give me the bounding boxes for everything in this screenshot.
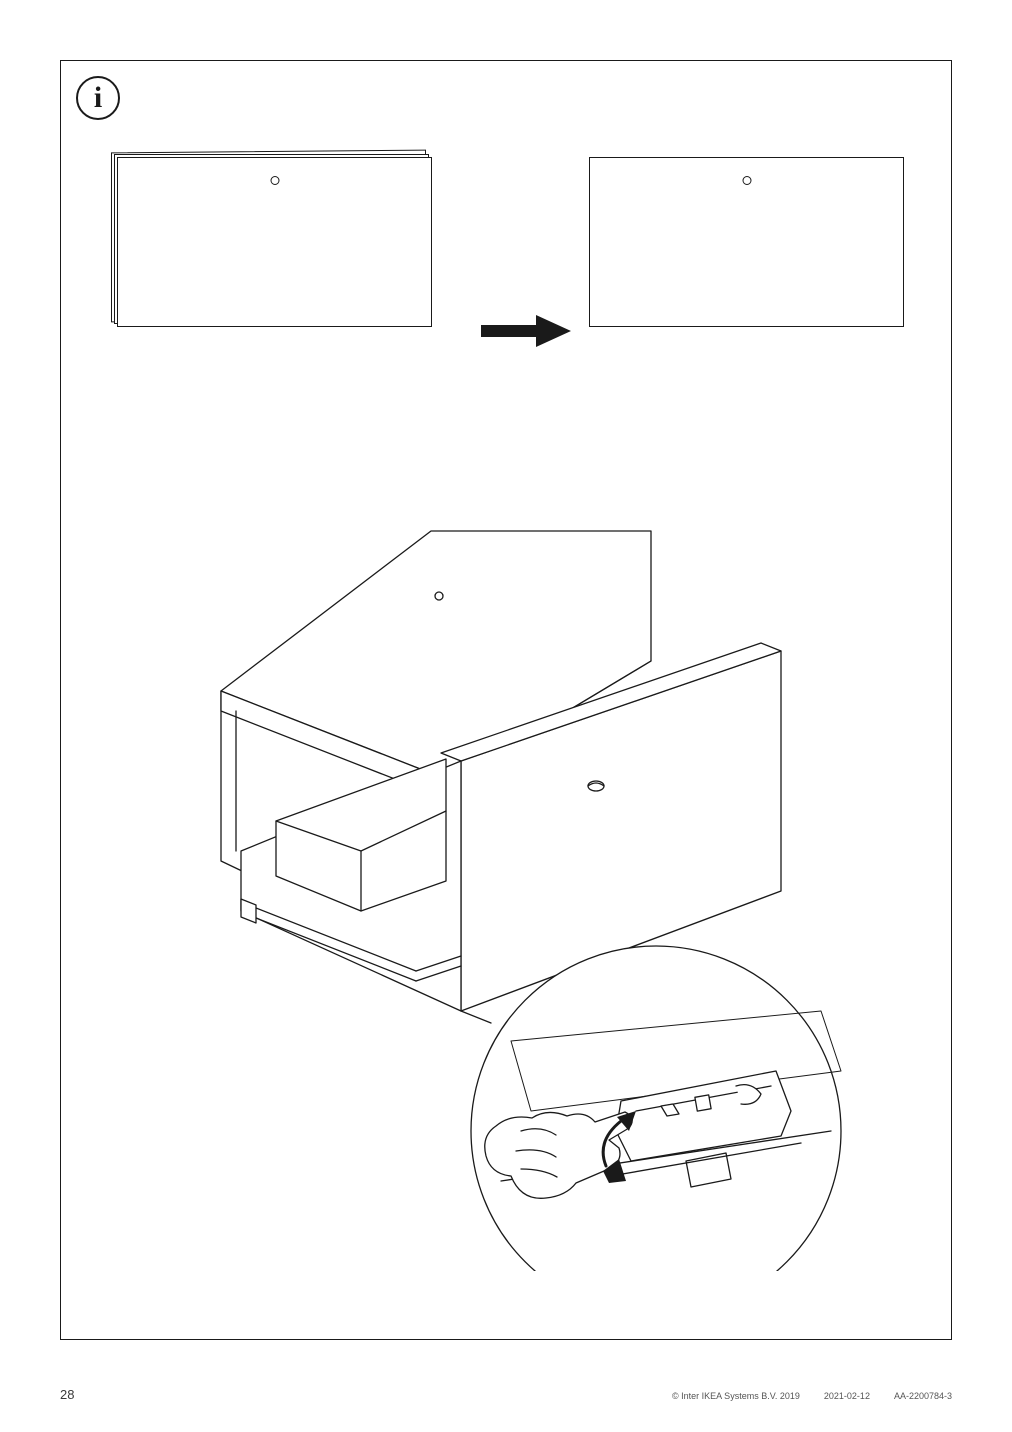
doc-id: AA-2200784-3 — [894, 1391, 952, 1401]
doc-date: 2021-02-12 — [824, 1391, 870, 1401]
top-illustration — [111, 151, 901, 351]
arrow-right-icon — [481, 311, 571, 351]
left-panel-hole — [270, 176, 279, 185]
left-panel-front — [117, 157, 432, 327]
right-panel — [589, 157, 904, 327]
page-frame: i — [60, 60, 952, 1340]
info-glyph: i — [94, 83, 102, 113]
copyright-text: © Inter IKEA Systems B.V. 2019 — [672, 1391, 800, 1401]
page-footer: 28 © Inter IKEA Systems B.V. 2019 2021-0… — [60, 1387, 952, 1402]
right-panel-hole — [742, 176, 751, 185]
info-icon: i — [76, 76, 120, 120]
page-number: 28 — [60, 1387, 74, 1402]
main-illustration — [161, 511, 861, 1271]
